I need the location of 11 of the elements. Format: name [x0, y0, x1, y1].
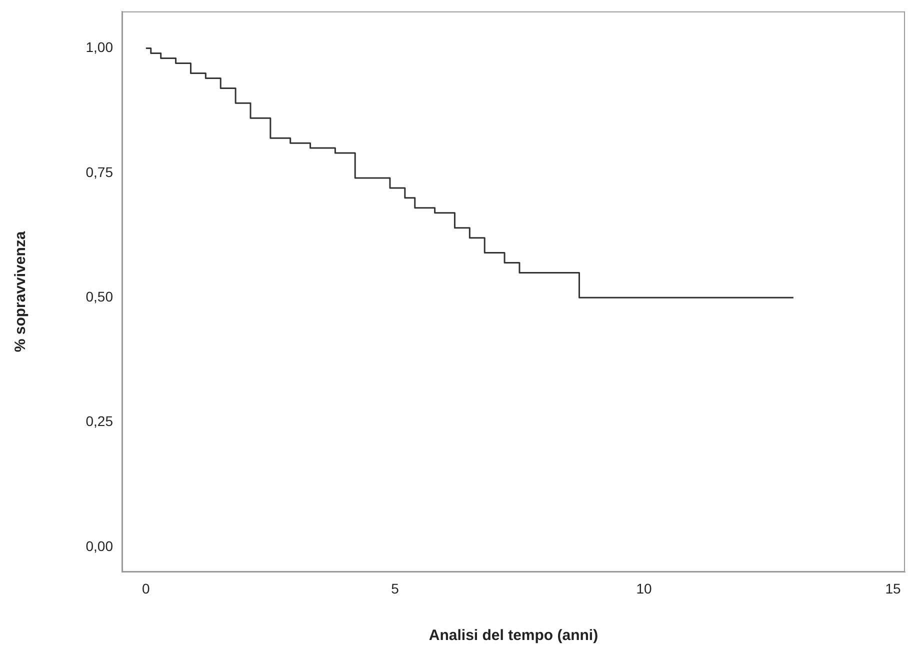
y-tick-label: 0,25 — [86, 413, 114, 430]
y-tick-label: 1,00 — [86, 39, 114, 56]
x-tick-label: 5 — [391, 580, 400, 596]
x-axis-title: Analisi del tempo (anni) — [428, 627, 598, 644]
y-tick-label: 0,50 — [86, 288, 114, 305]
y-tick-label: 0,00 — [86, 538, 114, 554]
x-tick-label: 10 — [636, 580, 652, 596]
x-tick-label: 0 — [142, 580, 150, 596]
x-tick-label: 15 — [885, 580, 902, 596]
y-tick-label: 0,75 — [86, 164, 114, 180]
y-axis-title: % sopravvivenza — [12, 230, 30, 352]
